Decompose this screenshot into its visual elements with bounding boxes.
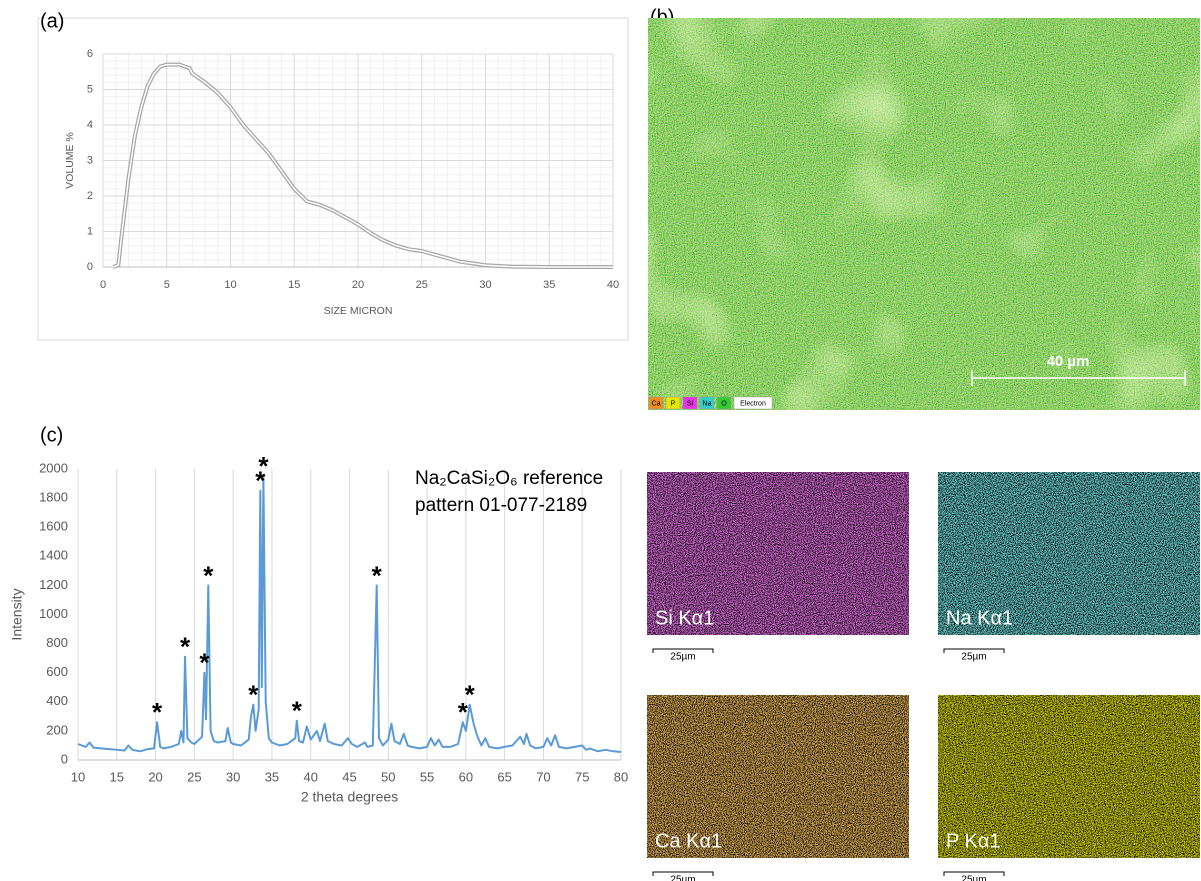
y-tick-label: 1600 [39, 519, 68, 534]
y-tick-label: 0 [61, 751, 68, 766]
x-tick-label: 75 [575, 769, 589, 784]
x-tick-label: 70 [536, 769, 550, 784]
x-tick-label: 80 [614, 769, 628, 784]
y-tick-label: 0 [87, 261, 93, 273]
y-tick-label: 3 [87, 154, 93, 166]
x-tick-label: 40 [303, 769, 317, 784]
x-tick-label: 10 [71, 769, 85, 784]
x-axis-label: SIZE MICRON [324, 305, 393, 317]
peak-marker: * [199, 648, 210, 678]
sem-highlights [648, 18, 1200, 410]
peak-marker: * [152, 697, 163, 727]
x-tick-label: 50 [381, 769, 395, 784]
legend-label: Si [687, 400, 694, 407]
x-tick-label: 60 [459, 769, 473, 784]
y-tick-label: 800 [46, 635, 68, 650]
map-label: Na Kα1 [946, 607, 1013, 629]
y-tick-label: 4 [87, 119, 93, 131]
x-tick-label: 30 [479, 279, 491, 291]
annotation: Na₂CaSi₂O₆ reference [415, 468, 603, 489]
peak-marker: * [248, 680, 259, 710]
panel-label: (a) [40, 10, 64, 32]
x-tick-label: 25 [416, 279, 428, 291]
sem-image: 40 µm [648, 18, 1200, 410]
y-tick-label: 6 [87, 48, 93, 60]
y-tick-label: 200 [46, 722, 68, 737]
peak-marker: * [465, 680, 476, 710]
scale-bar-label: 25µm [670, 875, 695, 881]
scale-bar-label: 25µm [961, 875, 986, 881]
x-tick-label: 0 [100, 279, 106, 291]
y-tick-label: 5 [87, 83, 93, 95]
y-axis-label: Intensity [9, 588, 25, 640]
y-tick-label: 1800 [39, 490, 68, 505]
x-tick-label: 45 [342, 769, 356, 784]
x-tick-label: 10 [224, 279, 236, 291]
x-axis-label: 2 theta degrees [301, 789, 398, 805]
x-tick-label: 5 [164, 279, 170, 291]
peak-marker: * [292, 696, 303, 726]
x-tick-label: 25 [187, 769, 201, 784]
x-tick-label: 20 [352, 279, 364, 291]
map-label: Si Kα1 [655, 607, 714, 629]
scale-bar-label: 25µm [670, 652, 695, 663]
figure: (a) (b) (c) 40 µm 0510152025303540012345… [0, 0, 1201, 881]
panel-label: (c) [40, 424, 63, 446]
x-tick-label: 15 [288, 279, 300, 291]
map-label: P Kα1 [946, 830, 1001, 852]
peak-marker: * [372, 560, 383, 590]
y-tick-label: 1000 [39, 606, 68, 621]
x-tick-label: 65 [497, 769, 511, 784]
legend-label: Na [703, 400, 712, 407]
x-tick-label: 30 [226, 769, 240, 784]
legend-label: Electron [740, 400, 766, 407]
x-tick-label: 35 [265, 769, 279, 784]
y-tick-label: 1 [87, 225, 93, 237]
peak-marker: * [258, 451, 269, 481]
peak-marker: * [203, 560, 214, 590]
y-tick-label: 2 [87, 190, 93, 202]
scale-bar-label: 25µm [961, 652, 986, 663]
legend-label: Ca [652, 400, 661, 407]
x-tick-label: 40 [607, 279, 619, 291]
y-tick-label: 2000 [39, 460, 68, 475]
y-tick-label: 1200 [39, 577, 68, 592]
y-tick-label: 1400 [39, 548, 68, 563]
scale-bar-label: 40 µm [1047, 353, 1090, 370]
annotation: pattern 01-077-2189 [415, 495, 587, 516]
peak-marker: * [180, 632, 191, 662]
y-axis-label: VOLUME % [64, 132, 76, 189]
y-tick-label: 400 [46, 693, 68, 708]
x-tick-label: 55 [420, 769, 434, 784]
legend-label: P [671, 400, 676, 407]
x-tick-label: 15 [110, 769, 124, 784]
map-label: Ca Kα1 [655, 830, 722, 852]
x-tick-label: 20 [148, 769, 162, 784]
x-tick-label: 35 [543, 279, 555, 291]
legend-label: O [721, 400, 727, 407]
y-tick-label: 600 [46, 664, 68, 679]
